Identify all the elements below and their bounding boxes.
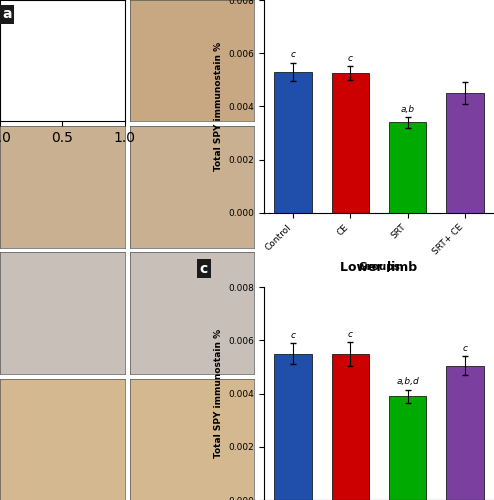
X-axis label: Groups: Groups [358,262,400,272]
Text: c: c [462,344,467,353]
Text: a,b,d: a,b,d [396,378,419,386]
Text: a: a [2,8,12,22]
Text: c: c [290,50,295,59]
Text: a,b: a,b [401,105,414,114]
Text: c: c [200,262,208,276]
Text: c: c [348,54,353,64]
Bar [446,366,484,500]
Bar [389,122,426,213]
Y-axis label: Total SPY immunostain %: Total SPY immunostain % [214,329,223,458]
Title: Lower limb: Lower limb [340,260,417,274]
Bar [446,93,484,213]
Bar [331,73,369,213]
Bar [389,396,426,500]
Bar [274,354,312,500]
Text: c: c [348,330,353,339]
Bar [274,72,312,213]
Text: c: c [290,331,295,340]
Bar [331,354,369,500]
Y-axis label: Total SPY immunostain %: Total SPY immunostain % [214,42,223,171]
